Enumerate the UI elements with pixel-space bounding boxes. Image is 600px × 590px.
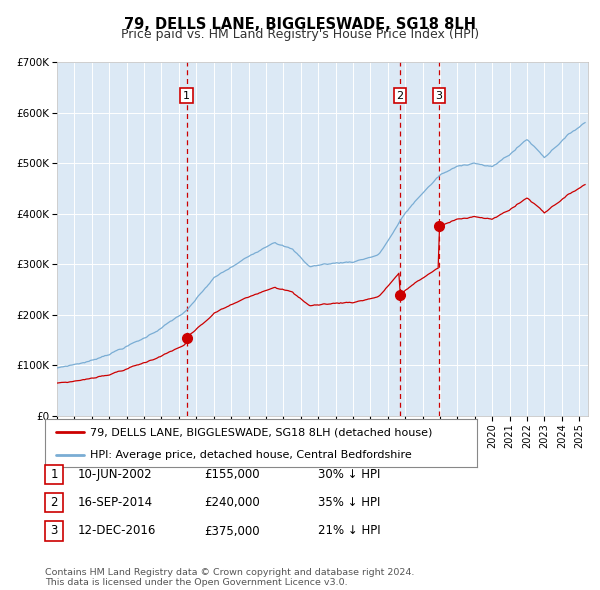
Text: 1: 1 <box>183 91 190 100</box>
Text: 35% ↓ HPI: 35% ↓ HPI <box>318 496 380 509</box>
Text: 79, DELLS LANE, BIGGLESWADE, SG18 8LH (detached house): 79, DELLS LANE, BIGGLESWADE, SG18 8LH (d… <box>91 427 433 437</box>
Text: 2: 2 <box>397 91 404 100</box>
Text: £240,000: £240,000 <box>204 496 260 509</box>
Text: 3: 3 <box>50 525 58 537</box>
Text: 21% ↓ HPI: 21% ↓ HPI <box>318 525 380 537</box>
Text: £375,000: £375,000 <box>204 525 260 537</box>
Text: £155,000: £155,000 <box>204 468 260 481</box>
Text: 12-DEC-2016: 12-DEC-2016 <box>78 525 157 537</box>
Text: 2: 2 <box>50 496 58 509</box>
Text: 30% ↓ HPI: 30% ↓ HPI <box>318 468 380 481</box>
Text: HPI: Average price, detached house, Central Bedfordshire: HPI: Average price, detached house, Cent… <box>91 450 412 460</box>
Text: 1: 1 <box>50 468 58 481</box>
Text: Price paid vs. HM Land Registry's House Price Index (HPI): Price paid vs. HM Land Registry's House … <box>121 28 479 41</box>
Text: 79, DELLS LANE, BIGGLESWADE, SG18 8LH: 79, DELLS LANE, BIGGLESWADE, SG18 8LH <box>124 17 476 31</box>
Text: Contains HM Land Registry data © Crown copyright and database right 2024.
This d: Contains HM Land Registry data © Crown c… <box>45 568 415 587</box>
Text: 16-SEP-2014: 16-SEP-2014 <box>78 496 153 509</box>
Text: 10-JUN-2002: 10-JUN-2002 <box>78 468 152 481</box>
Text: 3: 3 <box>436 91 443 100</box>
